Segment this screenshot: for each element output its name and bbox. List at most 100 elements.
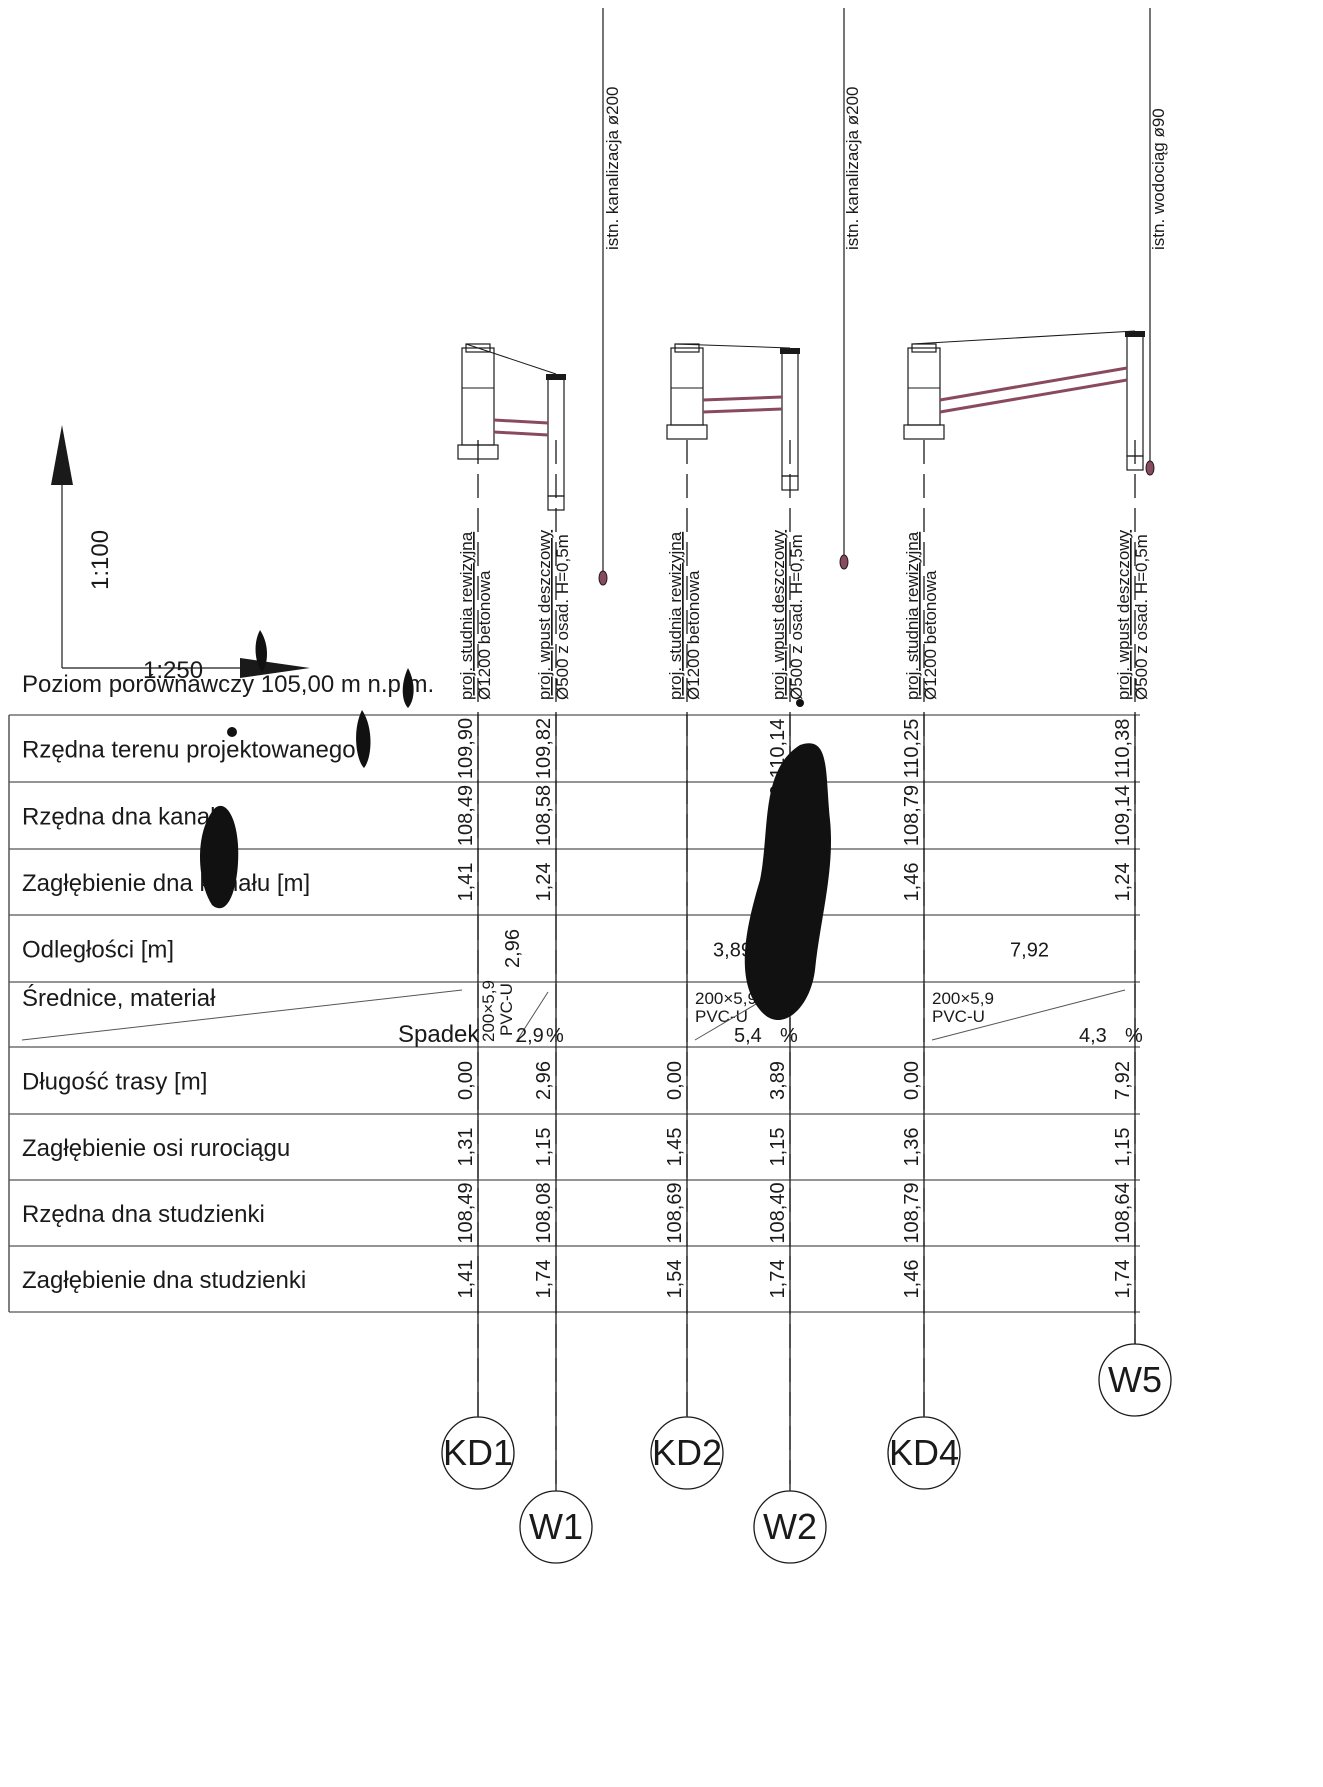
- ink-blots: [199, 630, 832, 1021]
- inlet-shaft: [1126, 334, 1144, 457]
- inlet-grate: [546, 374, 566, 380]
- station-value: 1,74: [1112, 1260, 1134, 1299]
- row-label: Zagłębienie osi rurociągu: [22, 1135, 290, 1162]
- segment-diameter: 200×5,9: [695, 989, 757, 1008]
- diameter-diagonal: [21, 989, 463, 1041]
- inlet-grate: [1125, 331, 1145, 337]
- station-value: 108,58: [533, 785, 555, 846]
- utility-label: istn. kanalizacja ø200: [603, 87, 622, 250]
- station-value: 108,79: [901, 1182, 923, 1243]
- structure-desc-size: Ø500 z osad. H=0,5m: [787, 534, 806, 700]
- row-label: Długość trasy [m]: [22, 1069, 207, 1096]
- station-id: KD2: [652, 1432, 722, 1473]
- vertical-arrow-icon: [51, 425, 73, 485]
- structure-desc-size: Ø1200 betonowa: [684, 570, 703, 700]
- inlet-grate: [780, 348, 800, 354]
- utility-label: istn. kanalizacja ø200: [843, 87, 862, 250]
- station-id: W1: [529, 1506, 583, 1547]
- segment-diagonal: [515, 991, 549, 1043]
- percent-unit: %: [780, 1025, 798, 1047]
- segment-material: PVC-U: [932, 1007, 985, 1026]
- station-value: 108,49: [455, 1182, 477, 1243]
- segment-diagonal: [931, 989, 1126, 1041]
- station-value: 1,31: [455, 1128, 477, 1167]
- pipe-bottom: [702, 407, 783, 414]
- station-circle: [519, 1490, 593, 1564]
- utility-pipe-section: [839, 554, 849, 570]
- ink-blot: [744, 743, 832, 1021]
- inlet-sump: [547, 495, 565, 511]
- manhole-base: [666, 424, 708, 440]
- manhole-shaft: [907, 347, 941, 426]
- station-value: 7,92: [1112, 1061, 1134, 1100]
- station-circle: [1098, 1343, 1172, 1417]
- structure-desc-type: proj. studnia rewizyjna: [457, 531, 476, 700]
- station-value: 1,46: [901, 1260, 923, 1299]
- structure-desc-size: Ø500 z osad. H=0,5m: [1132, 534, 1151, 700]
- row-label: Rzędna dna kanału: [22, 804, 229, 831]
- station-circle: [441, 1416, 515, 1490]
- station-id: W2: [763, 1506, 817, 1547]
- datum-label: Poziom porównawczy 105,00 m n.p.m.: [22, 671, 434, 698]
- station-value: 108,69: [664, 1182, 686, 1243]
- structure-desc-size: Ø1200 betonowa: [921, 570, 940, 700]
- ink-blot: [199, 805, 239, 909]
- terrain-line: [465, 343, 557, 375]
- manhole-shaft: [670, 347, 704, 426]
- row-label: Rzędna terenu projektowanego: [22, 737, 356, 764]
- structure-desc-size: Ø1200 betonowa: [475, 570, 494, 700]
- manhole-shaft: [461, 347, 495, 446]
- pipe-top: [493, 418, 549, 425]
- station-value: 1,36: [901, 1128, 923, 1167]
- ink-blot: [356, 710, 371, 768]
- inlet-sump: [781, 475, 799, 491]
- station-value: 0,00: [901, 1061, 923, 1100]
- station-value: 1,24: [1112, 863, 1134, 902]
- station-circle: [650, 1416, 724, 1490]
- manhole-cover: [911, 343, 937, 353]
- utility-label: istn. wodociąg ø90: [1149, 108, 1168, 250]
- station-value: 108,79: [901, 785, 923, 846]
- segment-diameter: 200×5,9: [479, 980, 498, 1042]
- existing-utilities: istn. kanalizacja ø200 istn. kanalizacja …: [598, 8, 1168, 586]
- station-value: 108,40: [767, 1182, 789, 1243]
- inlet-sump: [1126, 455, 1144, 471]
- row-label: Odległości [m]: [22, 937, 174, 964]
- segment-diameter: 200×5,9: [932, 989, 994, 1008]
- segment-slope: 5,4: [734, 1025, 762, 1047]
- station-value: 109,14: [1112, 785, 1134, 846]
- data-table-grid: [8, 714, 1140, 1313]
- station-circle: [753, 1490, 827, 1564]
- row-label: Zagłębienie dna studzienki: [22, 1267, 306, 1294]
- pipe-top: [702, 395, 783, 402]
- station-id: KD4: [889, 1432, 959, 1473]
- manhole-cover: [465, 343, 491, 353]
- station-value: 1,41: [455, 1260, 477, 1299]
- pipe-top: [939, 366, 1128, 402]
- segment-slope: 2,9: [516, 1025, 544, 1047]
- longitudinal-profile: [457, 330, 1145, 511]
- segment-material: PVC-U: [695, 1007, 748, 1026]
- structure-desc-type: proj. wpust deszczowy: [535, 529, 554, 700]
- utility-pipe-section: [1145, 460, 1155, 476]
- station-value: 109,82: [533, 718, 555, 779]
- structure-desc-type: proj. studnia rewizyjna: [666, 531, 685, 700]
- station-value: 1,41: [455, 863, 477, 902]
- station-value: 108,49: [455, 785, 477, 846]
- station-value: 110,25: [901, 719, 923, 779]
- station-value: 0,00: [455, 1061, 477, 1100]
- manhole-base: [457, 444, 499, 460]
- structure-desc-type: proj. wpust deszczowy: [769, 529, 788, 700]
- pipe-bottom: [939, 378, 1128, 414]
- percent-unit: %: [546, 1025, 564, 1047]
- station-value: 1,15: [1112, 1128, 1134, 1167]
- ink-blot: [402, 668, 414, 708]
- station-value: 1,54: [664, 1260, 686, 1299]
- pipe-bottom: [493, 430, 549, 437]
- station-value: 1,74: [767, 1260, 789, 1299]
- row-label: Rzędna dna studzienki: [22, 1201, 265, 1228]
- station-value: 2,96: [533, 1061, 555, 1100]
- station-value: 1,15: [533, 1128, 555, 1167]
